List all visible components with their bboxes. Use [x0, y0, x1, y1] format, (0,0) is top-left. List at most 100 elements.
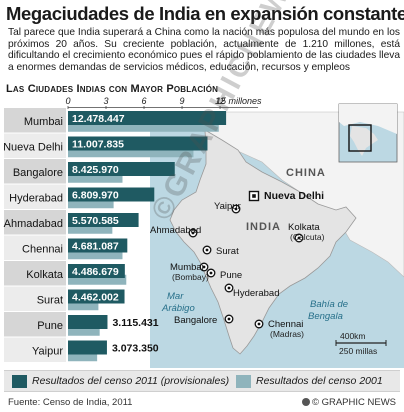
bar-2011-3 — [68, 187, 155, 202]
legend-swatch-2011 — [12, 375, 27, 388]
bar-2001-0 — [68, 121, 219, 132]
legend-swatch-2001 — [236, 375, 251, 388]
city-marker-dot — [209, 271, 213, 275]
chart-and-map: CHINA INDIA Mar Arábigo Bahía de Bengala… — [3, 96, 404, 368]
value-label-5: 4.681.087 — [72, 241, 119, 253]
map-label-india: INDIA — [246, 221, 281, 233]
city-marker-dot — [191, 231, 195, 235]
value-label-3: 6.809.970 — [72, 190, 119, 202]
value-label-1: 11.007.835 — [72, 139, 124, 151]
bar-2011-2 — [68, 162, 175, 176]
tick-label: 0 — [65, 96, 70, 106]
india-land — [169, 129, 357, 355]
tick-label: 6 — [142, 96, 147, 106]
footer: Fuente: Censo de India, 2011 © GRAPHIC N… — [4, 396, 400, 410]
map-city-label-nueva-delhi: Nueva Delhi — [264, 190, 324, 202]
city-marker-dot — [205, 248, 209, 252]
map-label-sea-1: Mar — [167, 291, 184, 302]
city-label-kolkata: Kolkata — [26, 269, 64, 281]
axis-unit-label: 15 millones — [216, 96, 262, 106]
scale-mi: 250 millas — [339, 346, 377, 356]
city-label-hyderabad: Hyderabad — [9, 192, 63, 204]
row-band — [4, 286, 66, 311]
tick-label: 12 — [215, 96, 225, 106]
value-label-8: 3.115.431 — [112, 317, 158, 329]
value-label-2: 8.425.970 — [72, 164, 119, 176]
map-city-label-kolkata: Kolkata — [288, 222, 320, 233]
city-marker-dot — [297, 236, 301, 240]
bar-2011-7 — [68, 289, 125, 304]
capital-marker-dot — [252, 194, 256, 198]
city-label-yaipur: Yaipur — [32, 345, 63, 357]
city-label-ahmadabad: Ahmadabad — [4, 218, 63, 230]
bar-2001-4 — [68, 223, 113, 234]
graphic-news-logo-icon — [301, 398, 310, 406]
row-band — [4, 235, 66, 260]
bar-2001-5 — [68, 249, 123, 260]
city-marker-dot — [257, 322, 261, 326]
bar-2001-8 — [68, 325, 100, 336]
india-map: CHINA INDIA Mar Arábigo Bahía de Bengala… — [149, 103, 404, 368]
map-city-label-bangalore: Bangalore — [174, 315, 217, 326]
bar-2011-9 — [68, 340, 107, 355]
map-city-sublabel-mumbai: (Bombay) — [172, 272, 209, 282]
credit: © GRAPHIC NEWS — [301, 397, 396, 408]
map-cities: Nueva Delhi Yaipur Ahmadabad Surat Mumbai(Bo… — [150, 190, 325, 339]
value-label-6: 4.486.679 — [72, 266, 119, 278]
row-band — [4, 159, 66, 184]
bar-2001-3 — [68, 198, 114, 209]
legend: Resultados del censo 2011 (provisionales… — [4, 370, 400, 392]
city-marker-dot — [227, 317, 231, 321]
row-band — [4, 312, 66, 337]
value-label-7: 4.462.002 — [72, 292, 119, 304]
map-city-label-pune: Pune — [220, 270, 242, 281]
bar-2001-2 — [68, 172, 123, 183]
bar-2011-1 — [68, 136, 208, 151]
row-band — [4, 337, 66, 362]
map-label-china: CHINA — [286, 167, 326, 179]
city-label-chennai: Chennai — [22, 243, 63, 255]
source-text: Fuente: Censo de India, 2011 — [8, 397, 133, 408]
bar-2001-6 — [68, 274, 127, 285]
legend-label-2011: Resultados del censo 2011 (provisionales… — [32, 375, 230, 387]
map-label-bay-1: Bahía de — [310, 299, 348, 310]
tick-label: 9 — [180, 96, 185, 106]
city-label-bangalore: Bangalore — [13, 167, 63, 179]
city-label-surat: Surat — [37, 294, 63, 306]
value-label-9: 3.073.350 — [112, 343, 159, 355]
scale-km: 400km — [340, 331, 366, 341]
city-marker-dot — [202, 265, 206, 269]
bar-chart: 0 3 6 9 12 15 millones Mumbai Nueva Delhi Bang… — [3, 96, 262, 362]
page-title: Megaciudades de India en expansión const… — [6, 3, 404, 24]
city-label-mumbai: Mumbai — [24, 116, 63, 128]
map-label-bay-2: Bengala — [308, 311, 343, 322]
city-label-nueva-delhi: Nueva Delhi — [3, 141, 63, 153]
map-city-label-mumbai: Mumbai — [170, 262, 204, 273]
city-marker-dot — [234, 207, 238, 211]
row-band — [4, 108, 66, 133]
map-city-label-chennai: Chennai — [268, 319, 303, 330]
bar-2001-9 — [68, 351, 98, 362]
bar-2011-8 — [68, 315, 108, 329]
tick-label: 3 — [104, 96, 109, 106]
row-band — [4, 261, 66, 286]
value-label-4: 5.570.585 — [72, 215, 119, 227]
map-city-label-yaipur: Yaipur — [214, 201, 241, 212]
bar-2001-7 — [68, 300, 99, 311]
intro-text: Tal parece que India superará a China co… — [8, 27, 400, 73]
bar-2011-4 — [68, 213, 139, 227]
map-city-sublabel-kolkata: (Calcuta) — [290, 232, 325, 242]
map-city-sublabel-chennai: (Madras) — [270, 329, 304, 339]
legend-label-2001: Resultados del censo 2001 — [256, 375, 383, 387]
map-city-label-hyderabad: Hyderabad — [233, 288, 279, 299]
map-city-label-surat: Surat — [216, 246, 239, 257]
credit-text: © GRAPHIC NEWS — [311, 397, 396, 408]
map-city-label-ahmadabad: Ahmadabad — [150, 225, 201, 236]
locator-inset — [338, 103, 398, 163]
bar-2011-0 — [68, 111, 227, 125]
row-band — [4, 210, 66, 235]
map-label-sea-2: Arábigo — [161, 303, 195, 314]
city-label-pune: Pune — [37, 320, 63, 332]
value-label-0: 12.478.447 — [72, 113, 125, 125]
bar-2011-6 — [68, 264, 125, 278]
